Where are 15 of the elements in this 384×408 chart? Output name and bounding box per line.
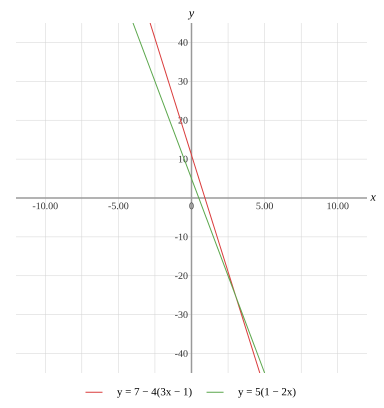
y-axis-title: y [188,11,194,20]
y-tick-label: 30 [178,78,188,85]
y-tick-label: 40 [178,39,188,46]
x-tick-label: -5.00 [108,202,128,210]
x-axis-title: x [370,195,376,201]
x-tick-label: 10.00 [327,202,349,210]
y-tick-label: -10 [175,234,188,240]
x-tick-label: 0 [189,202,194,210]
legend-label: y = 7 − 4(3x − 1) [117,388,192,398]
y-tick-label: -30 [175,311,188,318]
legend-label: y = 5(1 − 2x) [238,388,296,398]
x-tick-label: -10.00 [32,202,58,210]
x-tick-label: 5.00 [256,202,273,210]
y-tick-label: -20 [175,272,188,280]
y-tick-label: -40 [175,350,188,357]
